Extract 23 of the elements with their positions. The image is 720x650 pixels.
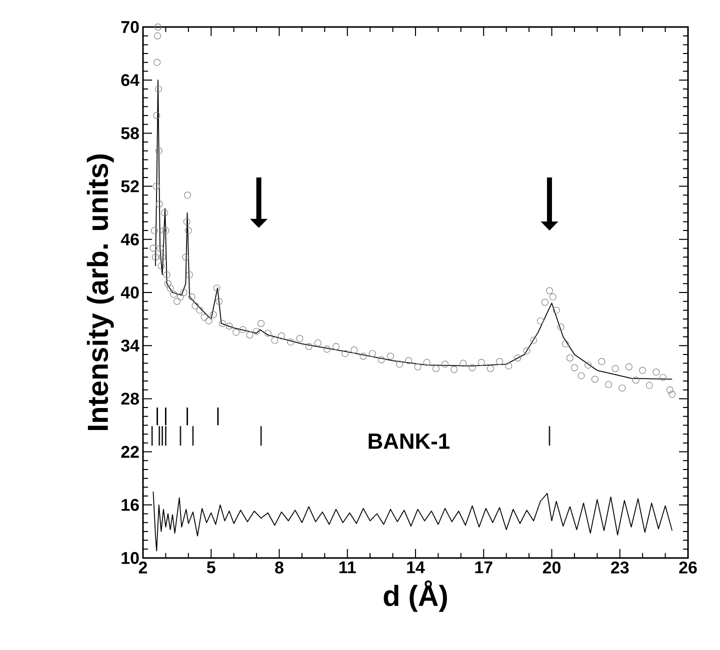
x-tick-label: 23: [611, 562, 629, 574]
y-tick-label: 16: [122, 498, 139, 511]
y-tick-label: 70: [121, 21, 139, 33]
y-tick-label: 64: [121, 74, 140, 86]
y-tick-label: 58: [121, 127, 139, 140]
x-tick-label: 5: [206, 562, 216, 574]
x-tick-label: 11: [339, 562, 356, 574]
annotation: BANK-1: [368, 434, 450, 449]
x-tick-label: 2: [138, 562, 148, 574]
y-tick-label: 52: [121, 180, 139, 192]
y-tick-label: 28: [121, 392, 139, 405]
x-axis-title: d (Å): [384, 580, 447, 612]
y-tick-label: 46: [120, 233, 139, 246]
x-tick-label: 17: [475, 562, 492, 574]
x-tick-label: 26: [679, 562, 697, 574]
x-tick-label: 14: [407, 562, 425, 574]
y-tick-label: 34: [121, 340, 140, 352]
y-axis-title: Intensity (arb. units): [86, 154, 114, 430]
y-tick-label: 10: [122, 552, 139, 564]
x-tick-label: 20: [542, 562, 560, 574]
y-tick-label: 40: [120, 286, 139, 298]
x-tick-label: 8: [275, 562, 284, 574]
y-tick-label: 22: [121, 446, 139, 458]
